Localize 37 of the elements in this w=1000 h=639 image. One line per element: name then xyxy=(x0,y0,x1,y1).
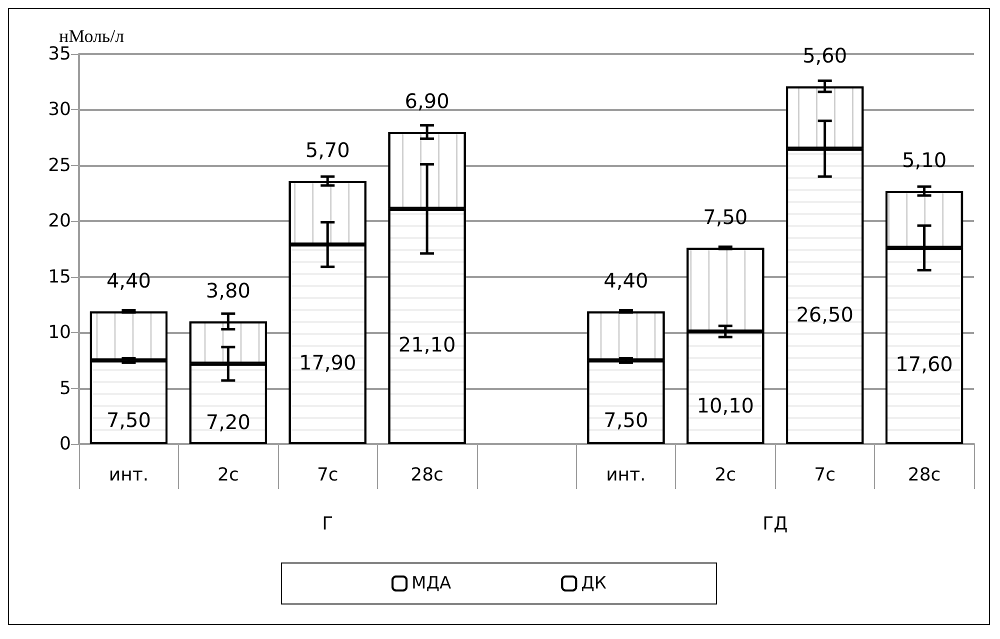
data-label: 4,40 xyxy=(604,268,648,292)
data-label: 17,90 xyxy=(298,350,356,374)
data-label: 7,50 xyxy=(106,408,151,432)
x-tick-label: 2с xyxy=(714,464,736,486)
text: ГД xyxy=(762,514,788,534)
y-tick-label: 30 xyxy=(48,99,71,120)
y-tick-label: 15 xyxy=(48,266,71,288)
data-label: 5,10 xyxy=(902,148,947,172)
data-label: 10,10 xyxy=(696,394,754,418)
x-tick-label: 7с xyxy=(316,464,338,486)
data-label: 4,40 xyxy=(106,268,151,292)
data-label: 7,50 xyxy=(703,204,748,229)
y-tick-label: 25 xyxy=(48,154,71,176)
data-label: 3,80 xyxy=(206,278,250,302)
x-tick-label: инт. xyxy=(108,464,149,486)
data-label: 7,50 xyxy=(604,408,648,432)
legend-label: МДА xyxy=(412,574,452,594)
data-label: 5,60 xyxy=(802,43,848,68)
data-label: 21,10 xyxy=(398,332,456,356)
y-tick-label: 0 xyxy=(60,434,71,454)
y-tick-label: 20 xyxy=(48,210,71,232)
x-tick-label: инт. xyxy=(606,464,646,486)
y-tick-label: 5 xyxy=(60,378,71,399)
y-tick-label: 10 xyxy=(48,322,71,344)
text: Г xyxy=(322,514,334,534)
x-tick-label: 2с xyxy=(217,464,239,486)
data-label: 6,90 xyxy=(404,89,450,113)
x-tick-label: 28с xyxy=(908,464,941,486)
data-label: 17,60 xyxy=(896,352,953,376)
data-label: 5,70 xyxy=(305,138,350,162)
data-label: 7,20 xyxy=(206,410,250,434)
y-axis-title: нМоль/л xyxy=(59,26,124,46)
legend-label: ДК xyxy=(581,574,606,594)
x-tick-label: 28с xyxy=(410,464,444,486)
x-tick-label: 7с xyxy=(814,464,836,486)
y-tick-label: 35 xyxy=(48,44,71,64)
data-label: 26,50 xyxy=(796,302,854,326)
